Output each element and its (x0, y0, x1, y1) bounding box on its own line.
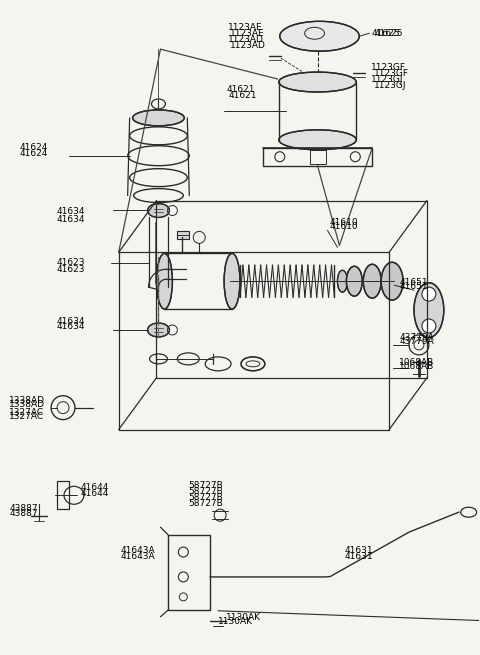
Ellipse shape (414, 283, 444, 337)
Text: 1327AC: 1327AC (9, 407, 45, 417)
Text: 1327AC: 1327AC (9, 411, 45, 421)
Bar (178, 231, 189, 239)
Text: 58727B: 58727B (188, 493, 223, 502)
Text: 1123GJ: 1123GJ (374, 81, 407, 90)
Circle shape (422, 287, 436, 301)
Text: 41651: 41651 (399, 282, 428, 291)
Text: 58727B: 58727B (188, 499, 223, 508)
Text: 1130AK: 1130AK (218, 617, 253, 626)
Text: 1130AK: 1130AK (226, 613, 261, 622)
Text: 1068AB: 1068AB (399, 358, 434, 367)
Text: 41610: 41610 (329, 223, 358, 231)
Text: 41621: 41621 (228, 91, 257, 100)
Text: 1068AB: 1068AB (399, 362, 434, 371)
Text: 43887: 43887 (9, 504, 38, 514)
Text: 41624: 41624 (19, 149, 48, 158)
Bar (310, 150, 325, 164)
Text: 58727B: 58727B (188, 481, 223, 491)
Text: 41644: 41644 (81, 489, 109, 498)
Text: 1123AE: 1123AE (228, 24, 263, 32)
Text: 1338AD: 1338AD (9, 400, 45, 409)
Text: 1338AD: 1338AD (9, 396, 45, 405)
Text: 41623: 41623 (56, 265, 84, 274)
Ellipse shape (147, 204, 169, 217)
Ellipse shape (279, 72, 356, 92)
Text: 41651: 41651 (399, 278, 428, 287)
Text: 41643A: 41643A (120, 546, 156, 555)
Ellipse shape (224, 253, 240, 309)
Text: 1123GJ: 1123GJ (371, 75, 404, 84)
Text: 41625: 41625 (374, 29, 403, 38)
Text: 41624: 41624 (19, 143, 48, 152)
Text: 58727B: 58727B (188, 487, 223, 496)
Text: 41644: 41644 (81, 483, 109, 493)
Text: 41625: 41625 (371, 29, 400, 38)
Bar (168, 535, 210, 610)
Text: 1123GF: 1123GF (371, 63, 406, 72)
Text: 41643A: 41643A (120, 552, 156, 561)
Text: 41634: 41634 (56, 215, 84, 225)
Ellipse shape (147, 323, 169, 337)
Text: 41634: 41634 (56, 206, 84, 215)
Text: 41610: 41610 (329, 219, 358, 227)
Bar (263, 148, 372, 166)
Ellipse shape (381, 262, 403, 300)
Ellipse shape (280, 22, 360, 51)
Ellipse shape (156, 253, 172, 309)
Text: 1123AD: 1123AD (228, 35, 264, 45)
Text: 1123AD: 1123AD (230, 41, 266, 50)
Ellipse shape (132, 110, 184, 126)
Text: 41634: 41634 (56, 322, 84, 331)
Text: 41631: 41631 (344, 552, 373, 561)
Ellipse shape (363, 264, 381, 298)
Bar (57, 481, 69, 509)
Text: 1123AE: 1123AE (230, 29, 264, 38)
Text: 41634: 41634 (56, 317, 84, 326)
Text: 43887: 43887 (9, 509, 38, 518)
Ellipse shape (337, 271, 348, 292)
Ellipse shape (347, 267, 362, 296)
Text: 43779A: 43779A (399, 333, 434, 342)
Text: 41621: 41621 (226, 85, 254, 94)
Text: 43779A: 43779A (399, 337, 434, 346)
Circle shape (422, 319, 436, 333)
Ellipse shape (279, 130, 356, 150)
Text: 41623: 41623 (56, 258, 84, 267)
Text: 41631: 41631 (344, 546, 373, 555)
Text: 1123GF: 1123GF (374, 69, 409, 78)
